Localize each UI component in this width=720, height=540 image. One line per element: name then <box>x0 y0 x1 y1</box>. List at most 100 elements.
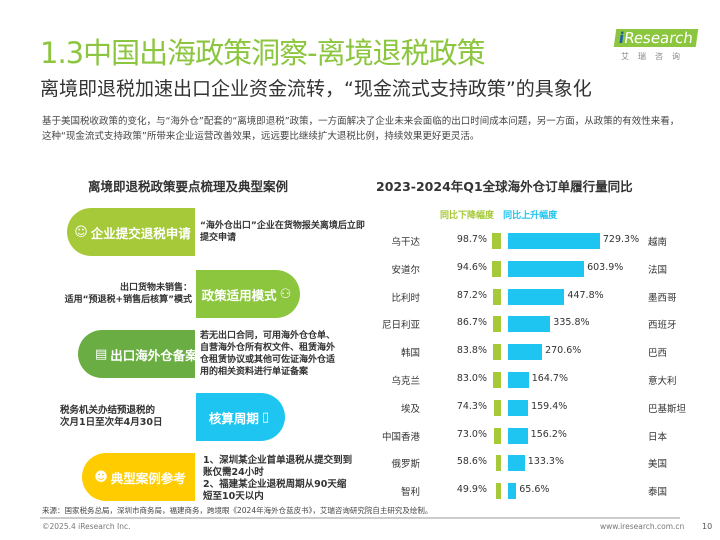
chart-row: 比利时 87.2% 447.8% 墨西哥 <box>360 287 710 307</box>
decline-country: 乌克兰 <box>391 376 420 387</box>
decline-country: 智利 <box>400 487 420 499</box>
page-subtitle: 离境即退税加速出口企业资金流转，“现金流式支持政策”的具象化 <box>40 78 592 100</box>
step-cycle-pill: 核算周期 ▯ <box>196 393 285 441</box>
decline-value-label: 83.8% <box>456 345 487 357</box>
increase-value-label: 156.2% <box>530 428 567 440</box>
decline-value-label: 86.7% <box>456 317 487 329</box>
chart-row: 埃及 74.3% 159.4% 巴基斯坦 <box>360 398 710 418</box>
step-label: 典型案例参考 <box>110 470 186 486</box>
chart-legend: 同比下降幅度 同比上升幅度 <box>440 208 557 221</box>
increase-value-label: 447.8% <box>567 289 604 301</box>
step-submit-pill: ☺ 企业提交退税申请 <box>67 208 195 256</box>
decline-value-label: 87.2% <box>456 289 487 301</box>
increase-value-label: 603.9% <box>587 261 624 273</box>
decline-value-label: 94.6% <box>456 261 487 273</box>
increase-bar <box>508 455 525 472</box>
source-note: 来源：国家税务总局，深圳市商务局，福建商务，跨境眼《2024年海外仓蓝皮书》，艾… <box>42 506 433 515</box>
intro-paragraph: 基于美国税收政策的变化，与“海外仓”配套的“离境即退税”政策，一方面解决了企业未… <box>42 116 680 142</box>
increase-country: 越南 <box>648 237 668 248</box>
step-desc: 出口货物未销售： 适用“预退税+销售后核算”模式 <box>64 283 192 305</box>
step-label: 政策适用模式 <box>201 287 277 303</box>
increase-value-label: 270.6% <box>545 345 582 357</box>
decline-value-label: 58.6% <box>456 456 487 468</box>
decline-bar <box>492 260 501 277</box>
step-desc: “海外仓出口”企业在货物报关离境后立即提交申请 <box>200 221 365 243</box>
decline-value-label: 83.0% <box>456 373 487 384</box>
website-url: www.iresearch.com.cn <box>600 522 685 531</box>
logo-text: iResearch <box>613 29 699 47</box>
decline-bar <box>491 233 501 249</box>
decline-country: 埃及 <box>400 403 420 415</box>
step-desc: 若无出口合同，可用海外仓仓单、自营海外仓所有权文件、租赁海外仓租赁协议或其他可佐… <box>200 331 336 377</box>
chart-row: 中国香港 73.0% 156.2% 日本 <box>360 426 710 446</box>
chart-row: 乌干达 98.7% 729.3% 越南 <box>360 231 710 251</box>
decline-bar <box>492 288 501 305</box>
increase-country: 日本 <box>648 431 668 443</box>
decline-bar <box>493 316 501 333</box>
decline-country: 尼日利亚 <box>381 320 420 332</box>
increase-country: 美国 <box>648 459 668 471</box>
chart-title: 2023-2024年Q1全球海外仓订单履行量同比 <box>376 179 633 194</box>
increase-bar <box>508 399 529 416</box>
decline-bar <box>493 372 501 388</box>
step-mode-pill: 政策适用模式 ⚇ <box>196 270 300 318</box>
increase-value-label: 335.8% <box>553 317 590 329</box>
increase-bar <box>508 260 585 277</box>
decline-bar <box>495 455 501 472</box>
increase-country: 泰国 <box>648 487 668 499</box>
decline-bar <box>496 483 501 500</box>
step-desc: 1、深圳某企业首单退税从提交到到账仅需24小时 2、福建某企业退税周期从90天缩… <box>203 455 353 502</box>
chart-row: 俄罗斯 58.6% 133.3% 美国 <box>360 453 710 473</box>
presenter-icon: ☻ <box>94 469 108 485</box>
chart-row: 尼日利亚 86.7% 335.8% 西班牙 <box>360 314 710 334</box>
increase-value-label: 133.3% <box>527 456 565 468</box>
increase-bar <box>508 427 528 444</box>
increase-value-label: 164.7% <box>531 373 568 384</box>
increase-value-label: 729.3% <box>602 234 640 245</box>
decline-country: 韩国 <box>400 348 420 360</box>
chart-row: 安道尔 94.6% 603.9% 法国 <box>360 259 710 279</box>
increase-country: 西班牙 <box>648 320 677 332</box>
increase-value-label: 159.4% <box>531 400 568 412</box>
step-label: 出口海外仓备案 <box>110 347 195 363</box>
decline-bar <box>493 344 501 361</box>
step-case-pill: ☻ 典型案例参考 <box>82 453 195 501</box>
decline-country: 乌干达 <box>391 237 420 248</box>
chart-row: 智利 49.9% 65.6% 泰国 <box>360 481 710 501</box>
increase-bar <box>508 483 517 500</box>
increase-bar <box>508 288 565 305</box>
increase-country: 巴西 <box>648 348 668 360</box>
person-icon: ☺ <box>74 224 88 240</box>
increase-country: 意大利 <box>648 376 677 387</box>
decline-value-label: 49.9% <box>456 484 487 496</box>
decline-value-label: 98.7% <box>456 234 487 245</box>
decline-country: 安道尔 <box>391 264 420 276</box>
page-number: 10 <box>702 522 713 531</box>
increase-country: 墨西哥 <box>648 292 677 304</box>
legend-decline: 同比下降幅度 <box>440 211 495 221</box>
logo-cn: 艾瑞咨询 <box>621 52 689 61</box>
increase-value-label: 65.6% <box>519 484 550 496</box>
decline-value-label: 73.0% <box>456 428 487 440</box>
increase-bar <box>508 316 551 333</box>
step-desc: 税务机关办结预退税的 次月1日至次年4月30日 <box>60 405 163 428</box>
phone-money-icon: ▯ <box>261 409 270 425</box>
page-title: 1.3中国出海政策洞察-离境退税政策 <box>40 36 486 70</box>
decline-country: 比利时 <box>391 292 420 304</box>
increase-bar <box>508 344 543 361</box>
legend-increase: 同比上升幅度 <box>503 211 558 221</box>
decline-value-label: 74.3% <box>456 400 487 412</box>
chart-row: 乌克兰 83.0% 164.7% 意大利 <box>360 370 710 390</box>
increase-bar <box>508 233 600 249</box>
step-label: 企业提交退税申请 <box>90 225 191 241</box>
left-heading: 离境即退税政策要点梳理及典型案例 <box>88 179 289 194</box>
footer-divider <box>40 517 680 519</box>
decline-country: 中国香港 <box>381 431 420 443</box>
iresearch-logo: iResearch 艾瑞咨询 <box>613 28 699 62</box>
copyright: ©2025.4 iResearch Inc. <box>42 522 131 531</box>
decline-bar <box>494 427 501 444</box>
handshake-icon: ⚇ <box>279 286 292 302</box>
step-label: 核算周期 <box>208 410 259 426</box>
decline-bar <box>494 399 501 416</box>
increase-bar <box>508 372 529 388</box>
